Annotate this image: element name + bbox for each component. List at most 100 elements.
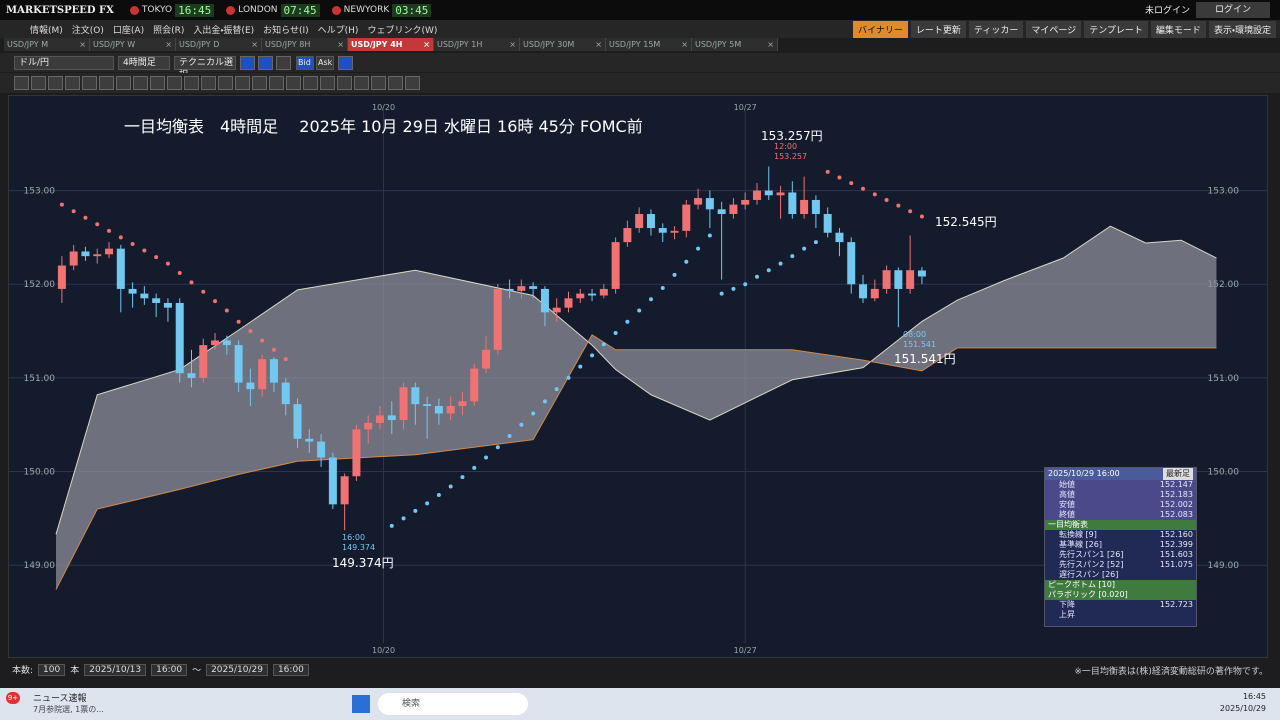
row-label: 終値	[1059, 510, 1075, 519]
tool-icon[interactable]	[48, 76, 63, 90]
news-text[interactable]: 7月参院選, 1票の...	[33, 705, 104, 714]
menu-button[interactable]: バイナリー	[853, 21, 908, 38]
menu-item[interactable]: ウェブリンク(W)	[367, 25, 438, 36]
panel-row: 下降 152.723	[1045, 600, 1196, 610]
tool-icon[interactable]	[65, 76, 80, 90]
menu-button[interactable]: テンプレート	[1084, 21, 1148, 38]
tool-icon[interactable]	[269, 76, 284, 90]
chart-tab[interactable]: USD/JPY W	[90, 38, 176, 51]
menu-button[interactable]: レート更新	[910, 21, 966, 38]
clock-city: TOKYO	[141, 5, 173, 15]
candle-body	[328, 457, 337, 505]
ask-button[interactable]: Ask	[316, 56, 334, 70]
menu-item[interactable]: 注文(O)	[71, 25, 104, 36]
from-date[interactable]: 2025/10/13	[84, 663, 147, 676]
pair-select[interactable]: ドル/円	[14, 56, 114, 70]
tool-icon[interactable]	[252, 76, 267, 90]
sar-dot	[707, 233, 712, 238]
technical-select[interactable]: テクニカル選択	[174, 56, 236, 80]
candle-body	[646, 214, 655, 229]
tool-icon[interactable]	[99, 76, 114, 90]
start-button[interactable]	[352, 695, 370, 713]
tool-icon[interactable]	[116, 76, 131, 90]
row-label: 遅行スパン [26]	[1059, 570, 1119, 579]
to-time[interactable]: 16:00	[272, 663, 309, 676]
news-title[interactable]: ニュース速報	[33, 694, 87, 704]
menu-button[interactable]: 編集モード	[1150, 21, 1206, 38]
tool-icon[interactable]	[150, 76, 165, 90]
tool-icon[interactable]	[286, 76, 301, 90]
tool-icon[interactable]	[258, 56, 273, 70]
chart-tab[interactable]: USD/JPY 4H	[348, 38, 434, 51]
sar-dot	[260, 338, 265, 343]
chart-tab[interactable]: USD/JPY 30M	[520, 38, 606, 51]
menu-item[interactable]: 口座(A)	[112, 25, 145, 36]
chart-tab[interactable]: USD/JPY D	[176, 38, 262, 51]
search-box[interactable]: 検索	[378, 693, 528, 715]
chart-tab[interactable]: USD/JPY 1H	[434, 38, 520, 51]
sar-dot	[177, 271, 182, 276]
clock: NEWYORK 03:45	[331, 3, 438, 17]
menu-button[interactable]: マイページ	[1026, 21, 1082, 38]
from-time[interactable]: 16:00	[151, 663, 188, 676]
tool-icon[interactable]	[14, 76, 29, 90]
tool-icon[interactable]	[240, 56, 255, 70]
tool-icon[interactable]	[303, 76, 318, 90]
row-label: 先行スパン1 [26]	[1059, 550, 1124, 559]
sar-dot	[83, 215, 88, 220]
count[interactable]: 100	[38, 663, 66, 676]
to-date[interactable]: 2025/10/29	[206, 663, 268, 676]
menu-item[interactable]: ヘルプ(H)	[317, 25, 359, 36]
candle-body	[93, 254, 102, 257]
tool-icon[interactable]	[320, 76, 335, 90]
bid-button[interactable]: Bid	[296, 56, 314, 70]
sar-dot	[283, 357, 288, 362]
tool-icon[interactable]	[82, 76, 97, 90]
x-tick-label: 10/27	[734, 103, 757, 112]
tool-icon[interactable]	[338, 56, 353, 70]
candle-body	[281, 382, 290, 405]
candle-body	[658, 228, 667, 233]
tool-icon[interactable]	[388, 76, 403, 90]
sar-dot	[825, 169, 830, 174]
tool-icon[interactable]	[235, 76, 250, 90]
candle-body	[423, 404, 432, 407]
tool-icon[interactable]	[354, 76, 369, 90]
sar-dot	[413, 508, 418, 513]
tool-icon[interactable]	[405, 76, 420, 90]
tool-icon[interactable]	[276, 56, 291, 70]
sar-dot	[884, 197, 889, 202]
tool-icon[interactable]	[218, 76, 233, 90]
tool-icon[interactable]	[184, 76, 199, 90]
tab-bar: USD/JPY MUSD/JPY WUSD/JPY DUSD/JPY 8HUSD…	[4, 38, 778, 52]
period-select[interactable]: 4時間足	[118, 56, 170, 70]
chart-tab[interactable]: USD/JPY 8H	[262, 38, 348, 51]
menu-item[interactable]: お知らせ(I)	[263, 25, 309, 36]
panel-latest: 最新足	[1163, 468, 1193, 480]
tool-icon[interactable]	[201, 76, 216, 90]
login-button[interactable]: ログイン	[1196, 2, 1270, 18]
tool-icon[interactable]	[31, 76, 46, 90]
tool-icon[interactable]	[337, 76, 352, 90]
menu-item[interactable]: 入出金・振替(E)	[193, 25, 255, 36]
chart-tab[interactable]: USD/JPY 15M	[606, 38, 692, 51]
panel-date: 2025/10/29 16:00	[1048, 469, 1120, 478]
menu-button[interactable]: ティッカー	[968, 21, 1024, 38]
sar-dot	[578, 364, 583, 369]
row-value: 152.147	[1159, 480, 1193, 489]
candle-body	[682, 204, 691, 231]
row-label: 基準線 [26]	[1059, 540, 1102, 549]
candle-body	[517, 286, 526, 291]
chart-tab[interactable]: USD/JPY 5M	[692, 38, 778, 51]
menu-item[interactable]: 情報(M)	[30, 25, 63, 36]
count-unit: 本	[70, 666, 80, 676]
candle-body	[611, 242, 620, 289]
tool-icon[interactable]	[133, 76, 148, 90]
sar-dot	[519, 422, 524, 427]
tool-icon[interactable]	[371, 76, 386, 90]
sar-dot	[754, 274, 759, 279]
tool-icon[interactable]	[167, 76, 182, 90]
chart-tab[interactable]: USD/JPY M	[4, 38, 90, 51]
menu-item[interactable]: 照会(R)	[153, 25, 185, 36]
menu-button[interactable]: 表示・環境設定	[1208, 21, 1276, 38]
